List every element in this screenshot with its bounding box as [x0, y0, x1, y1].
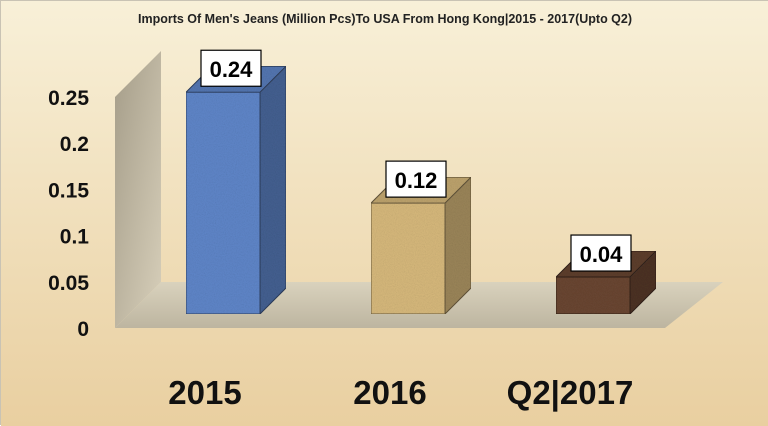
data-label-box: [570, 234, 632, 272]
data-label: 0.24: [210, 57, 254, 82]
x-axis-ticks: 2015 2016 Q2|2017: [168, 374, 633, 411]
bar-front-face: [185, 91, 261, 315]
bar-Q2|2017: 0.04: [554, 234, 658, 316]
y-tick-label: 0.2: [60, 133, 89, 156]
data-label: 0.12: [395, 168, 438, 193]
y-tick-label: 0.1: [60, 226, 90, 249]
y-tick-label: 0.05: [48, 272, 89, 295]
x-tick-label: 2015: [168, 374, 241, 411]
y-axis-ticks: 0 0.05 0.1 0.15 0.2 0.25: [48, 87, 89, 341]
y-tick-label: 0: [77, 318, 89, 341]
y-tick-label: 0.15: [48, 179, 89, 202]
data-label: 0.04: [580, 242, 624, 267]
x-tick-label: Q2|2017: [507, 374, 634, 411]
data-label-box: [200, 49, 262, 87]
back-wall: [115, 51, 161, 328]
y-tick-label: 0.25: [48, 87, 89, 110]
bar-2016: 0.12: [369, 160, 473, 316]
data-label-box: [385, 160, 447, 198]
bar-2015: 0.24: [184, 49, 288, 316]
bars-group: 0.24 0.12 0.04: [184, 49, 658, 316]
bar-side-face: [259, 65, 287, 316]
x-tick-label: 2016: [353, 374, 426, 411]
bar-front-face: [555, 276, 631, 315]
chart-title: Imports Of Men's Jeans (Million Pcs)To U…: [138, 12, 632, 26]
bar-front-face: [370, 202, 446, 315]
